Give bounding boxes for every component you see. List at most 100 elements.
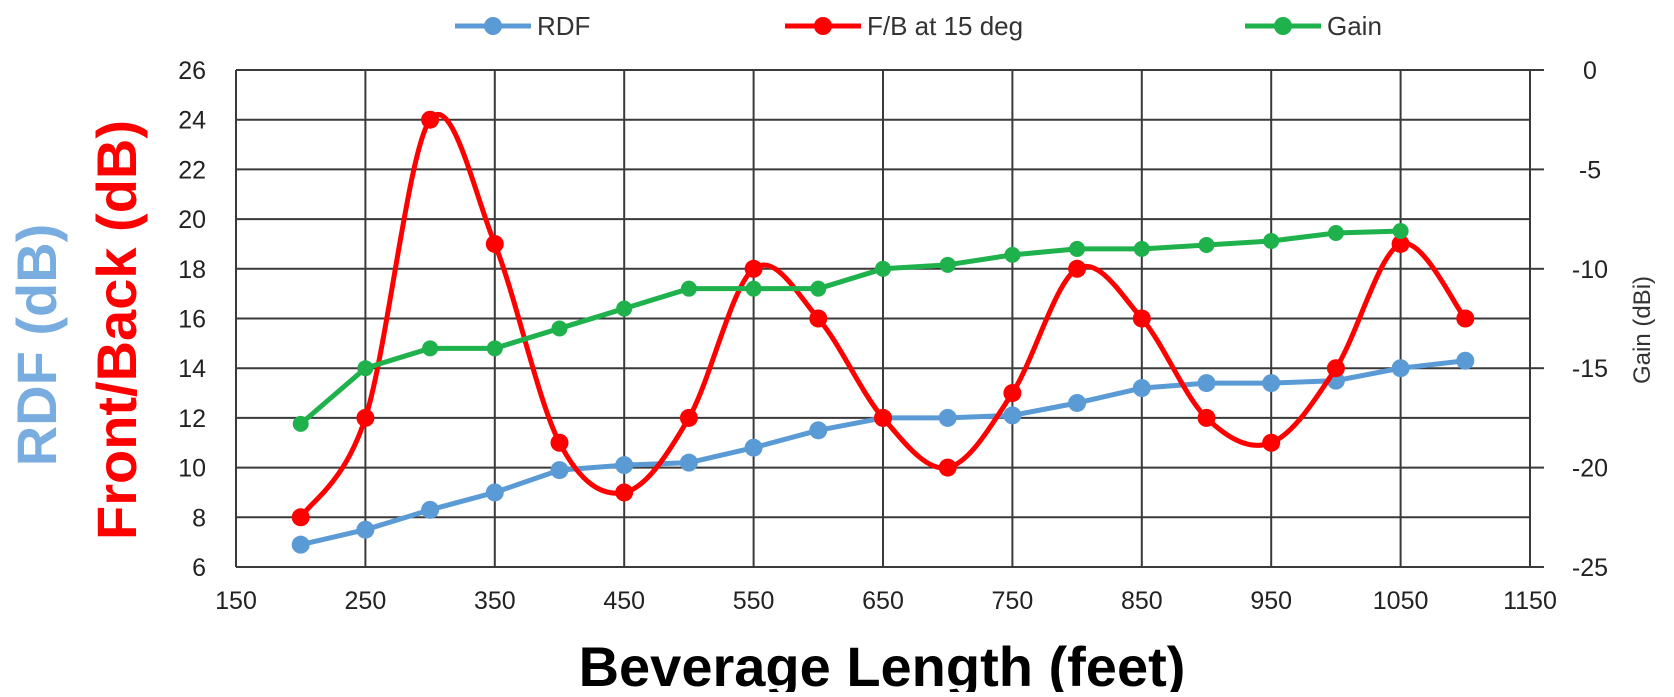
- data-point-f-b-at-15-deg: [938, 458, 957, 477]
- y-tick-label: 20: [178, 206, 206, 234]
- data-point-f-b-at-15-deg: [874, 408, 892, 427]
- x-tick-label: 950: [1250, 587, 1292, 615]
- data-point-gain: [1133, 240, 1150, 257]
- x-tick-label: 1150: [1503, 587, 1557, 615]
- data-point-gain: [1327, 225, 1344, 242]
- legend-label-f-b-at-15-deg: F/B at 15 deg: [867, 11, 1023, 41]
- data-point-rdf: [1262, 374, 1281, 393]
- data-point-rdf: [1003, 406, 1022, 425]
- data-point-f-b-at-15-deg: [291, 508, 310, 527]
- y-tick-label: 24: [178, 107, 206, 135]
- data-point-gain: [1198, 236, 1215, 253]
- y2-tick-label: 0: [1583, 57, 1597, 85]
- data-point-f-b-at-15-deg: [809, 309, 828, 328]
- y-axis-title-rdf: RDF (dB): [5, 224, 68, 467]
- y-tick-label: 6: [192, 554, 206, 582]
- y-tick-label: 26: [178, 57, 206, 85]
- y-tick-label: 14: [178, 355, 206, 383]
- y2-tick-label: -5: [1579, 156, 1601, 184]
- data-point-gain: [1263, 232, 1280, 249]
- data-point-f-b-at-15-deg: [1391, 234, 1410, 253]
- data-point-gain: [680, 280, 697, 297]
- data-point-f-b-at-15-deg: [744, 259, 763, 278]
- data-point-rdf: [421, 500, 440, 519]
- y-tick-label: 18: [178, 256, 206, 284]
- data-point-f-b-at-15-deg: [485, 234, 504, 253]
- data-point-rdf: [744, 438, 763, 457]
- y-tick-label: 12: [178, 405, 206, 433]
- series-line-gain: [298, 228, 1404, 427]
- data-point-f-b-at-15-deg: [550, 433, 569, 452]
- data-point-rdf: [809, 421, 828, 440]
- data-point-f-b-at-15-deg: [1068, 259, 1087, 278]
- legend: RDF F/B at 15 deg Gain: [455, 11, 1382, 41]
- data-point-f-b-at-15-deg: [1197, 408, 1216, 427]
- y-axis-title-front-back: Front/Back (dB): [85, 120, 148, 540]
- data-point-rdf: [1456, 351, 1475, 370]
- data-point-gain: [486, 340, 503, 357]
- data-point-rdf: [1132, 379, 1151, 398]
- x-tick-label: 350: [474, 587, 516, 615]
- data-point-gain: [745, 280, 762, 297]
- x-tick-label: 850: [1121, 587, 1163, 615]
- x-tick-label: 650: [862, 587, 904, 615]
- y2-tick-label: -10: [1572, 256, 1608, 284]
- y-tick-label: 16: [178, 306, 206, 334]
- data-point-gain: [357, 360, 374, 377]
- data-point-f-b-at-15-deg: [421, 110, 440, 129]
- data-point-f-b-at-15-deg: [1456, 309, 1475, 328]
- y-tick-label: 10: [178, 455, 206, 483]
- axis-labels: Beverage Length (feet) RDF (dB) Front/Ba…: [5, 120, 1656, 697]
- data-point-rdf: [615, 456, 634, 475]
- data-point-rdf: [550, 461, 569, 480]
- data-point-gain: [1392, 223, 1409, 240]
- series: [291, 110, 1475, 554]
- data-point-rdf: [1068, 393, 1087, 412]
- y2-tick-label: -15: [1572, 355, 1608, 383]
- y-tick-label: 8: [192, 504, 206, 532]
- data-point-f-b-at-15-deg: [356, 408, 375, 427]
- x-tick-label: 1050: [1373, 587, 1429, 615]
- data-point-f-b-at-15-deg: [1003, 384, 1022, 403]
- data-point-gain: [1004, 246, 1021, 263]
- data-point-rdf: [679, 453, 698, 472]
- legend-marker-gain: [1274, 17, 1292, 35]
- grid: [235, 69, 1531, 568]
- x-tick-label: 450: [603, 587, 645, 615]
- data-point-rdf: [485, 483, 504, 502]
- data-point-rdf: [291, 535, 310, 554]
- axes: 150 250 350 450 550 650 750 850 950 1050 1150 6 8 10 1…: [178, 57, 1608, 615]
- data-point-rdf: [1197, 374, 1216, 393]
- data-point-f-b-at-15-deg: [1326, 359, 1345, 378]
- data-point-gain: [292, 415, 309, 432]
- y2-tick-label: -20: [1572, 455, 1608, 483]
- legend-marker-rdf: [484, 17, 502, 35]
- data-point-rdf: [356, 520, 375, 539]
- data-point-f-b-at-15-deg: [615, 483, 634, 502]
- data-point-gain: [551, 320, 568, 337]
- data-point-f-b-at-15-deg: [1132, 309, 1151, 328]
- y-tick-label: 22: [178, 156, 206, 184]
- x-tick-label: 250: [345, 587, 387, 615]
- x-tick-label: 750: [992, 587, 1034, 615]
- y2-tick-label: -25: [1572, 554, 1608, 582]
- legend-label-rdf: RDF: [537, 11, 590, 41]
- data-point-f-b-at-15-deg: [679, 408, 698, 427]
- data-point-gain: [875, 260, 891, 277]
- data-point-gain: [810, 280, 827, 297]
- data-point-rdf: [938, 408, 957, 427]
- x-tick-label: 550: [733, 587, 775, 615]
- data-point-gain: [616, 300, 633, 317]
- x-axis-title: Beverage Length (feet): [579, 635, 1186, 692]
- data-point-rdf: [1391, 359, 1410, 378]
- data-point-gain: [1069, 240, 1086, 257]
- y2-axis-title: Gain (dBi): [1629, 276, 1656, 384]
- data-point-f-b-at-15-deg: [1262, 433, 1281, 452]
- x-tick-label: 150: [215, 587, 257, 615]
- data-point-gain: [422, 340, 439, 357]
- data-point-gain: [939, 256, 956, 273]
- legend-label-gain: Gain: [1327, 11, 1382, 41]
- legend-marker-f-b-at-15-deg: [814, 17, 832, 35]
